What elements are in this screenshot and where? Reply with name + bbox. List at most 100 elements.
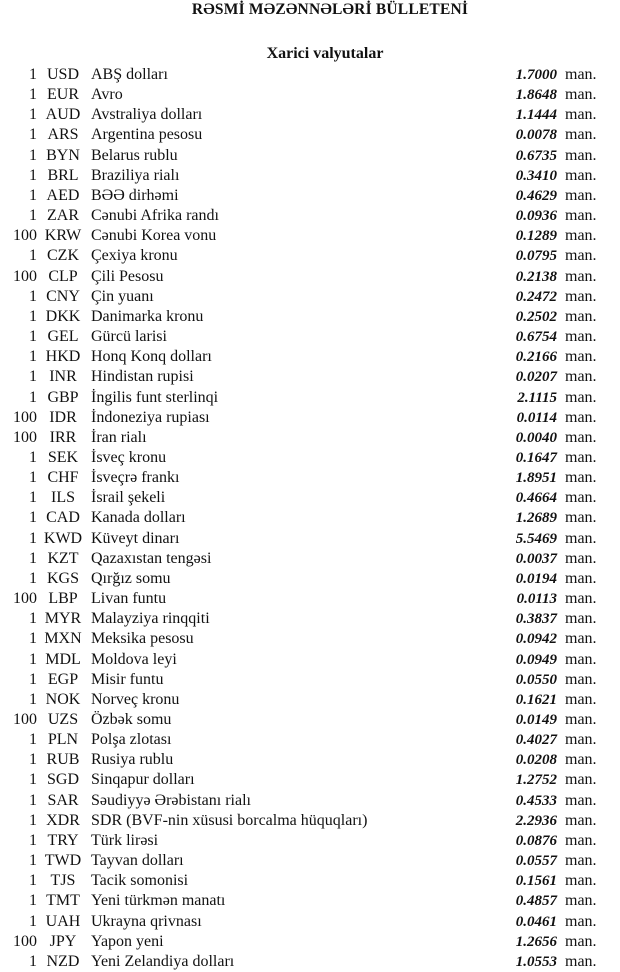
currency-row: 1 ZAR Cənubi Afrika randı 0.0936 man. — [0, 206, 620, 226]
currency-unit: man. — [565, 932, 597, 950]
currency-code: MDL — [45, 650, 81, 668]
exchange-rate: 0.2138 — [515, 268, 557, 285]
currency-quantity: 1 — [29, 247, 37, 265]
currency-code: IRR — [49, 428, 77, 446]
currency-name: Moldova leyi — [91, 650, 177, 668]
currency-quantity: 1 — [29, 186, 37, 204]
currency-quantity: 1 — [29, 872, 37, 890]
currency-code: BRL — [47, 166, 79, 184]
exchange-rate: 0.0194 — [515, 570, 557, 587]
currency-unit: man. — [565, 408, 597, 426]
currency-quantity: 1 — [29, 852, 37, 870]
currency-row: 1 CZK Çexiya kronu 0.0795 man. — [0, 246, 620, 266]
exchange-rate: 1.8951 — [515, 470, 557, 487]
currency-name: Yeni türkmən manatı — [91, 892, 226, 910]
exchange-rate: 0.0936 — [515, 208, 557, 225]
exchange-rate: 0.4664 — [515, 490, 557, 507]
currency-name: İngilis funt sterlinqi — [91, 388, 219, 406]
currency-code: DKK — [45, 307, 81, 325]
currency-name: Sinqapur dolları — [91, 771, 195, 789]
currency-code: TRY — [47, 831, 79, 849]
exchange-rate: 0.6754 — [515, 329, 557, 346]
currency-unit: man. — [565, 307, 597, 325]
exchange-rate: 1.7000 — [515, 67, 557, 83]
currency-row: 100 CLP Çili Pesosu 0.2138 man. — [0, 267, 620, 287]
currency-name: Misir funtu — [91, 670, 164, 688]
exchange-rate: 2.2936 — [515, 812, 557, 829]
currency-quantity: 1 — [29, 549, 37, 567]
currency-name: Avstraliya dolları — [91, 106, 203, 124]
currency-name: Tayvan dolları — [91, 852, 184, 870]
currency-code: TMT — [46, 892, 80, 910]
currency-quantity: 1 — [29, 489, 37, 507]
currency-name: Honq Konq dolları — [91, 348, 212, 366]
currency-list: 1 USD ABŞ dolları 1.7000 man. 1 EUR Avro 1.8648 m… — [0, 65, 620, 972]
currency-code: KWD — [43, 529, 83, 547]
currency-quantity: 1 — [29, 348, 37, 366]
currency-quantity: 1 — [29, 791, 37, 809]
currency-code: UAH — [45, 912, 81, 930]
currency-quantity: 1 — [29, 368, 37, 386]
exchange-rate: 0.1621 — [515, 691, 557, 708]
exchange-rate: 0.0942 — [515, 631, 557, 648]
currency-unit: man. — [565, 529, 597, 547]
currency-name: Türk lirəsi — [91, 831, 159, 849]
currency-unit: man. — [565, 670, 597, 688]
currency-unit: man. — [565, 227, 597, 245]
currency-quantity: 1 — [29, 509, 37, 527]
currency-quantity: 100 — [13, 590, 37, 608]
exchange-rate: 2.1115 — [517, 389, 557, 406]
currency-name: Avro — [91, 86, 123, 104]
currency-code: EGP — [47, 670, 79, 688]
currency-code: NOK — [45, 690, 81, 708]
currency-unit: man. — [565, 811, 597, 829]
exchange-rate: 0.1561 — [515, 873, 557, 890]
currency-name: Çin yuanı — [91, 287, 154, 305]
currency-quantity: 1 — [29, 448, 37, 466]
currency-unit: man. — [565, 368, 597, 386]
currency-quantity: 1 — [29, 66, 37, 83]
exchange-rate: 0.0149 — [515, 712, 557, 728]
currency-code: PLN — [47, 731, 79, 749]
currency-code: BYN — [46, 146, 80, 164]
currency-unit: man. — [565, 328, 597, 346]
currency-code: CZK — [47, 247, 79, 265]
currency-code: IDR — [49, 408, 77, 426]
currency-code: ARS — [47, 126, 79, 144]
currency-code: KZT — [47, 549, 79, 567]
bulletin-title: RƏSMİ MƏZƏNNƏLƏRİ BÜLLETENİ — [191, 1, 469, 18]
exchange-rate: 0.0040 — [515, 429, 557, 446]
currency-unit: man. — [565, 751, 597, 769]
currency-quantity: 1 — [29, 146, 37, 164]
currency-code: TJS — [50, 872, 76, 890]
currency-row: 1 INR Hindistan rupisi 0.0207 man. — [0, 367, 620, 387]
currency-quantity: 1 — [29, 610, 37, 628]
exchange-rate: 0.4857 — [515, 893, 557, 910]
currency-quantity: 100 — [13, 932, 37, 950]
exchange-rate: 0.0114 — [516, 409, 557, 426]
currency-row: 1 BRL Braziliya rialı 0.3410 man. — [0, 166, 620, 186]
currency-code: UZS — [47, 711, 79, 728]
exchange-rate: 0.0208 — [515, 752, 557, 769]
currency-name: Hindistan rupisi — [91, 368, 194, 386]
exchange-rate: 0.0113 — [516, 591, 557, 608]
currency-quantity: 100 — [13, 408, 37, 426]
currency-row: 1 NOK Norveç kronu 0.1621 man. — [0, 690, 620, 710]
currency-unit: man. — [565, 126, 597, 144]
exchange-rate: 0.4629 — [515, 187, 557, 204]
currency-name: Danimarka kronu — [91, 307, 204, 325]
currency-code: GEL — [47, 328, 79, 346]
currency-name: Braziliya rialı — [91, 166, 180, 184]
currency-quantity: 1 — [29, 569, 37, 587]
currency-code: CAD — [46, 509, 80, 527]
currency-row: 1 MXN Meksika pesosu 0.0942 man. — [0, 629, 620, 649]
currency-row: 1 KZT Qazaxıstan tengəsi 0.0037 man. — [0, 549, 620, 569]
currency-name: Gürcü larisi — [91, 328, 167, 346]
exchange-rate: 0.1647 — [515, 449, 557, 466]
currency-name: Yeni Zelandiya dolları — [91, 952, 235, 970]
currency-code: SEK — [47, 448, 79, 466]
currency-row: 1 TWD Tayvan dolları 0.0557 man. — [0, 851, 620, 871]
currency-code: MXN — [44, 630, 82, 648]
currency-code: USD — [46, 66, 79, 83]
currency-row: 1 CHF İsveçrə frankı 1.8951 man. — [0, 468, 620, 488]
